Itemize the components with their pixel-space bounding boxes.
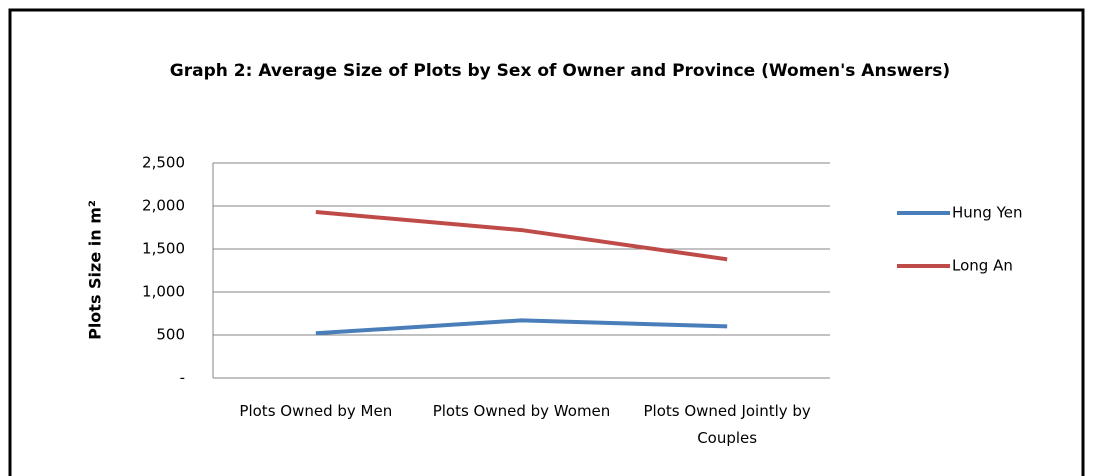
x-tick-label: Plots Owned by Men bbox=[239, 402, 393, 420]
y-tick-label: - bbox=[180, 369, 185, 387]
series-line bbox=[315, 318, 728, 336]
chart-title: Graph 2: Average Size of Plots by Sex of… bbox=[169, 61, 951, 81]
legend-label: Long An bbox=[952, 257, 1013, 275]
series-line bbox=[315, 210, 728, 262]
legend-label: Hung Yen bbox=[952, 204, 1023, 222]
y-tick-label: 2,000 bbox=[142, 197, 185, 215]
y-tick-label: 1,000 bbox=[142, 283, 185, 301]
y-tick-label: 500 bbox=[156, 326, 185, 344]
frame bbox=[8, 8, 1085, 476]
x-tick-label: Plots Owned Jointly by Couples bbox=[643, 402, 811, 447]
y-axis-label: Plots Size in m² bbox=[86, 200, 105, 340]
y-tick-label: 2,500 bbox=[142, 154, 185, 172]
y-tick-label: 1,500 bbox=[142, 240, 185, 258]
x-tick-label: Plots Owned by Women bbox=[432, 402, 611, 420]
